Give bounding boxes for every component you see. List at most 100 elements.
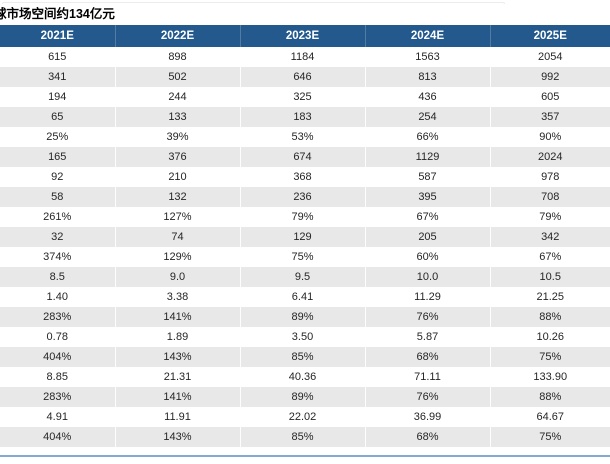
table-cell: 8.5 <box>49 271 65 283</box>
table-row: 92 210 368 587 978 <box>0 167 610 187</box>
table-cell: 813 <box>364 67 490 87</box>
table-cell: 992 <box>489 67 610 87</box>
table-cell: 341 <box>48 71 67 83</box>
table-cell: 646 <box>239 67 365 87</box>
table-cell: 132 <box>114 187 240 207</box>
table-cell: 68% <box>364 427 490 447</box>
table-cell: 64.67 <box>489 407 610 427</box>
table-header: 2021E 2022E 2023E 2024E 2025E <box>0 25 610 47</box>
table-cell: 90% <box>489 127 610 147</box>
table-cell: 10.26 <box>489 327 610 347</box>
table-cell: 75% <box>489 427 610 447</box>
table-row: 374% 129% 75% 60% 67% <box>0 247 610 267</box>
table-cell: 10.5 <box>489 267 610 287</box>
table-cell: 165 <box>48 151 67 163</box>
table-cell: 66% <box>364 127 490 147</box>
table-row: 32 74 129 205 342 <box>0 227 610 247</box>
table-cell: 436 <box>364 87 490 107</box>
table-row: 1.40 3.38 6.41 11.29 21.25 <box>0 287 610 307</box>
table-cell: 183 <box>239 107 365 127</box>
table-cell: 368 <box>239 167 365 187</box>
table-cell: 210 <box>114 167 240 187</box>
table-row: 4.91 11.91 22.02 36.99 64.67 <box>0 407 610 427</box>
table-cell: 129% <box>114 247 240 267</box>
table-cell: 374% <box>43 251 72 263</box>
table-cell: 205 <box>364 227 490 247</box>
table-cell: 65 <box>51 111 64 123</box>
table-cell: 133 <box>114 107 240 127</box>
table-cell: 21.25 <box>489 287 610 307</box>
table-cell: 22.02 <box>239 407 365 427</box>
table-cell: 404% <box>43 351 72 363</box>
table-cell: 89% <box>239 307 365 327</box>
table-cell: 4.91 <box>46 411 68 423</box>
table-cell: 68% <box>364 347 490 367</box>
table-cell: 236 <box>239 187 365 207</box>
table-cell: 141% <box>114 307 240 327</box>
table-cell: 2054 <box>489 47 610 67</box>
table-cell: 88% <box>489 387 610 407</box>
table-cell: 376 <box>114 147 240 167</box>
table-cell: 85% <box>239 427 365 447</box>
table-header-row: 2021E 2022E 2023E 2024E 2025E <box>0 25 610 47</box>
table-cell: 85% <box>239 347 365 367</box>
table-row: 25% 39% 53% 66% 90% <box>0 127 610 147</box>
table-cell: 58 <box>51 191 64 203</box>
table-cell: 53% <box>239 127 365 147</box>
table-cell: 244 <box>114 87 240 107</box>
table-row: 404% 143% 85% 68% 75% <box>0 427 610 447</box>
table-cell: 2024 <box>489 147 610 167</box>
table-cell: 11.29 <box>364 287 490 307</box>
table-cell: 71.11 <box>364 367 490 387</box>
table-cell: 74 <box>114 227 240 247</box>
table-cell: 32 <box>51 231 64 243</box>
table-cell: 127% <box>114 207 240 227</box>
table-cell: 75% <box>489 347 610 367</box>
table-row: 261% 127% 79% 67% 79% <box>0 207 610 227</box>
column-header: 2023E <box>239 25 365 47</box>
table-cell: 25% <box>46 131 69 143</box>
table-cell: 395 <box>364 187 490 207</box>
table-cell: 92 <box>51 171 64 183</box>
table-cell: 674 <box>239 147 365 167</box>
top-hairline <box>2 2 505 4</box>
table-cell: 67% <box>364 207 490 227</box>
table-row: 0.78 1.89 3.50 5.87 10.26 <box>0 327 610 347</box>
table-cell: 5.87 <box>364 327 490 347</box>
table-cell: 89% <box>239 387 365 407</box>
table-cell: 11.91 <box>114 407 240 427</box>
page-title: 球市场空间约134亿元 <box>0 7 115 21</box>
table-cell: 129 <box>239 227 365 247</box>
table-cell: 67% <box>489 247 610 267</box>
table-row: 194 244 325 436 605 <box>0 87 610 107</box>
table-cell: 502 <box>114 67 240 87</box>
table-row: 8.5 9.0 9.5 10.0 10.5 <box>0 267 610 287</box>
table-cell: 8.85 <box>46 371 68 383</box>
table-cell: 75% <box>239 247 365 267</box>
table-cell: 21.31 <box>114 367 240 387</box>
table-cell: 10.0 <box>364 267 490 287</box>
table-cell: 40.36 <box>239 367 365 387</box>
table-cell: 6.41 <box>239 287 365 307</box>
table-cell: 79% <box>239 207 365 227</box>
table-cell: 9.5 <box>239 267 365 287</box>
table-cell: 143% <box>114 427 240 447</box>
table-row: 404% 143% 85% 68% 75% <box>0 347 610 367</box>
column-header: 2025E <box>489 25 610 47</box>
table-cell: 404% <box>43 431 72 443</box>
table-cell: 141% <box>114 387 240 407</box>
table-row: 165 376 674 1129 2024 <box>0 147 610 167</box>
table-row: 283% 141% 89% 76% 88% <box>0 387 610 407</box>
table-cell: 9.0 <box>114 267 240 287</box>
table-cell: 1563 <box>364 47 490 67</box>
table-row: 341 502 646 813 992 <box>0 67 610 87</box>
table-cell: 283% <box>43 311 72 323</box>
table-cell: 978 <box>489 167 610 187</box>
table-cell: 76% <box>364 387 490 407</box>
table-cell: 261% <box>43 211 72 223</box>
table-row: 615 898 1184 1563 2054 <box>0 47 610 67</box>
table-cell: 3.50 <box>239 327 365 347</box>
column-header: 2022E <box>114 25 240 47</box>
table-cell: 3.38 <box>114 287 240 307</box>
column-header: 2024E <box>364 25 490 47</box>
